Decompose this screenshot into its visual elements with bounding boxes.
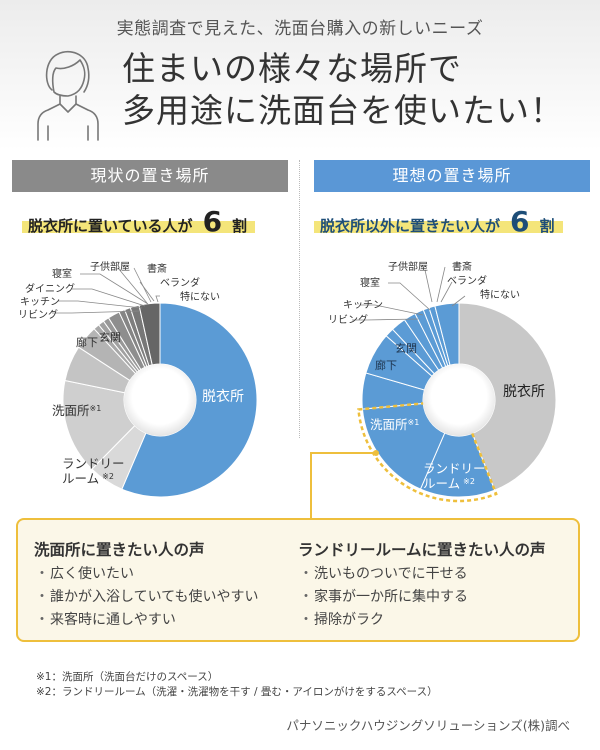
donut-charts: 寝室 ダイニング キッチン リビング 子供部屋 書斎 ベランダ 特にない 廊下 … [18, 260, 557, 530]
label-nashi: 特にない [480, 289, 520, 301]
voice-item: ・誰かが入浴していても使いやすい [35, 589, 259, 605]
source-credit: パナソニックハウジングソリューションズ(株)調べ [286, 718, 570, 733]
section-ideal-header: 理想の置き場所 [314, 160, 590, 192]
donut-hole [423, 364, 495, 436]
leader-lines-current [52, 267, 160, 314]
label-shinshitsu: 寝室 [52, 267, 72, 280]
headline-line-1: 住まいの様々な場所で [122, 49, 462, 88]
voices-senmen-title: 洗面所に置きたい人の声 [34, 541, 205, 559]
stat-current-prefix: 脱衣所に置いている人が [28, 217, 193, 235]
voices-box: 洗面所に置きたい人の声 ・広く使いたい ・誰かが入浴していても使いやすい ・来客… [16, 518, 580, 642]
label-laundry-1: ランドリー [423, 461, 486, 476]
label-shosai: 書斎 [452, 260, 472, 273]
headline: 住まいの様々な場所で 多用途に洗面台を使いたい！ [122, 48, 564, 132]
label-senmen: 洗面所※1 [370, 417, 419, 432]
label-dining: ダイニング [25, 282, 75, 295]
stat-ideal-prefix: 脱衣所以外に置きたい人が [320, 217, 501, 235]
voices-laundry: ランドリールームに置きたい人の声 ・洗いものついでに干せる ・家事が一か所に集中… [298, 538, 546, 632]
label-senmen: 洗面所※1 [52, 403, 101, 418]
labels-ideal: 寝室 キッチン リビング 子供部屋 書斎 ベランダ 特にない 玄関 廊下 脱衣所… [328, 260, 545, 491]
page-subtitle: 実態調査で見えた、洗面台購入の新しいニーズ [116, 19, 484, 39]
label-nashi: 特にない [180, 291, 220, 303]
highlight-dashed-outline [357, 402, 498, 503]
label-laundry-2: ルーム ※2 [62, 471, 114, 486]
voice-item: ・広く使いたい [35, 566, 134, 582]
highlight-marker [22, 221, 256, 233]
label-kitchen: キッチン [20, 296, 60, 308]
voices-laundry-title: ランドリールームに置きたい人の声 [298, 541, 546, 559]
footnote-1: ※1：洗面所（洗面台だけのスペース） [36, 671, 219, 683]
donut-chart-ideal [361, 302, 557, 498]
donut-chart-current [62, 302, 258, 498]
stat-ideal: 脱衣所以外に置きたい人が 6 割 [314, 205, 563, 238]
labels-current: 寝室 ダイニング キッチン リビング 子供部屋 書斎 ベランダ 特にない 廊下 … [18, 260, 244, 486]
voice-item: ・掃除がラク [299, 612, 384, 628]
label-living: リビング [18, 308, 58, 321]
highlight-marker [314, 221, 563, 233]
footnote-2: ※2：ランドリールーム（洗濯・洗濯物を干す / 畳む・アイロンがけをするスペース… [36, 686, 438, 698]
voice-item: ・家事が一か所に集中する [299, 589, 468, 605]
voice-item: ・洗いものついでに干せる [299, 566, 468, 582]
label-laundry-1: ランドリー [62, 456, 125, 471]
headline-line-2: 多用途に洗面台を使いたい！ [122, 91, 564, 130]
voice-item: ・来客時に通しやすい [35, 612, 176, 628]
label-veranda: ベランダ [447, 274, 487, 287]
section-current-header: 現状の置き場所 [12, 160, 288, 192]
label-datsui: 脱衣所 [202, 389, 244, 405]
label-kitchen: キッチン [343, 299, 383, 311]
label-kodomo: 子供部屋 [90, 260, 130, 273]
section-divider [299, 160, 300, 438]
label-kodomo: 子供部屋 [388, 260, 428, 273]
footnotes: ※1：洗面所（洗面台だけのスペース） ※2：ランドリールーム（洗濯・洗濯物を干す… [36, 670, 438, 700]
label-laundry-2: ルーム ※2 [423, 476, 475, 491]
label-datsui: 脱衣所 [503, 384, 545, 400]
label-rouka: 廊下 [76, 335, 98, 349]
label-genkan: 玄関 [395, 341, 417, 355]
stat-current: 脱衣所に置いている人が 6 割 [22, 205, 256, 238]
label-rouka: 廊下 [375, 358, 397, 372]
stat-current-number: 6 [202, 205, 223, 238]
label-veranda: ベランダ [160, 276, 200, 289]
stat-ideal-number: 6 [510, 205, 530, 238]
label-shinshitsu: 寝室 [360, 276, 380, 289]
label-genkan: 玄関 [99, 330, 121, 344]
label-living: リビング [328, 313, 368, 326]
stat-ideal-suffix: 割 [539, 217, 555, 235]
leader-lines-ideal [352, 266, 466, 321]
connector-line [310, 450, 379, 530]
stat-current-suffix: 割 [232, 217, 248, 235]
person-icon [37, 50, 99, 141]
donut-hole [124, 364, 196, 436]
label-shosai: 書斎 [147, 262, 167, 275]
voices-senmen: 洗面所に置きたい人の声 ・広く使いたい ・誰かが入浴していても使いやすい ・来客… [34, 538, 258, 632]
